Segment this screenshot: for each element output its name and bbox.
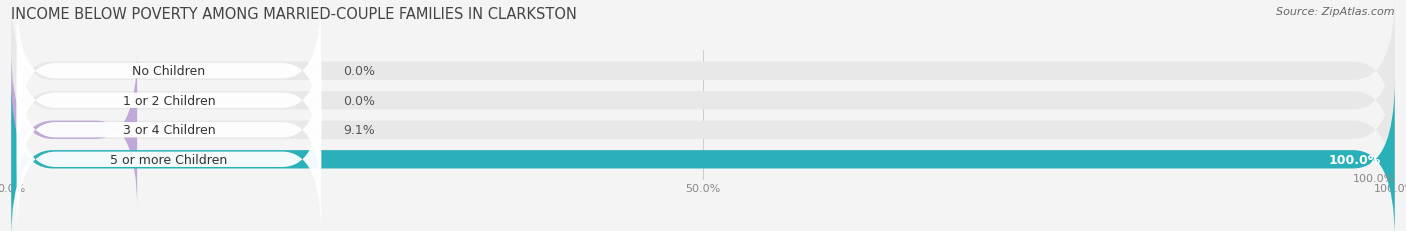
FancyBboxPatch shape (11, 0, 1395, 150)
Text: 0.0%: 0.0% (343, 94, 375, 107)
FancyBboxPatch shape (17, 85, 321, 231)
FancyBboxPatch shape (17, 0, 321, 146)
Text: 100.0%: 100.0% (1329, 153, 1381, 166)
Text: INCOME BELOW POVERTY AMONG MARRIED-COUPLE FAMILIES IN CLARKSTON: INCOME BELOW POVERTY AMONG MARRIED-COUPL… (11, 7, 576, 22)
Text: 3 or 4 Children: 3 or 4 Children (122, 124, 215, 137)
FancyBboxPatch shape (11, 81, 1395, 231)
FancyBboxPatch shape (11, 81, 1395, 231)
Text: 0.0%: 0.0% (343, 65, 375, 78)
Text: No Children: No Children (132, 65, 205, 78)
FancyBboxPatch shape (17, 26, 321, 176)
FancyBboxPatch shape (11, 51, 1395, 209)
Text: Source: ZipAtlas.com: Source: ZipAtlas.com (1277, 7, 1395, 17)
Text: 1 or 2 Children: 1 or 2 Children (122, 94, 215, 107)
FancyBboxPatch shape (11, 51, 138, 209)
Text: 100.0%: 100.0% (1353, 174, 1395, 184)
Text: 9.1%: 9.1% (343, 124, 375, 137)
Text: 5 or more Children: 5 or more Children (110, 153, 228, 166)
FancyBboxPatch shape (17, 55, 321, 205)
FancyBboxPatch shape (11, 22, 1395, 180)
